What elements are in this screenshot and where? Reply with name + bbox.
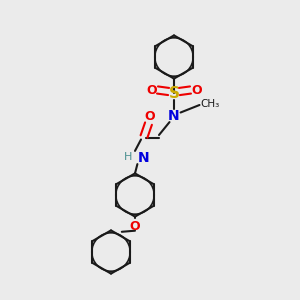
Text: H: H	[124, 152, 132, 163]
Text: CH₃: CH₃	[200, 99, 219, 110]
Text: N: N	[137, 151, 149, 164]
Text: O: O	[130, 220, 140, 233]
Text: O: O	[191, 83, 202, 97]
Text: O: O	[145, 110, 155, 124]
Text: N: N	[168, 109, 180, 122]
Text: S: S	[169, 85, 179, 100]
Text: O: O	[146, 83, 157, 97]
